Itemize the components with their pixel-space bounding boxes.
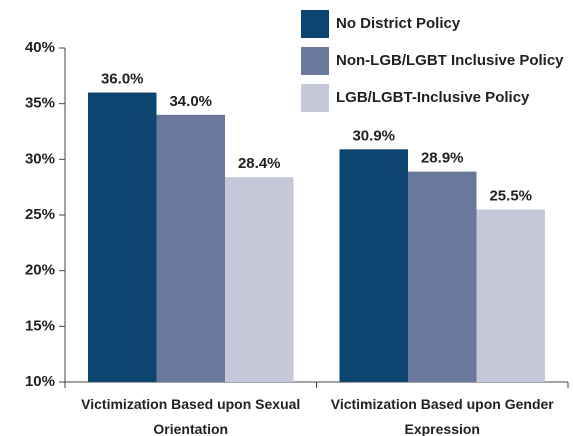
data-label: 30.9%	[352, 127, 395, 144]
x-tick-label: Victimization Based upon Sexual Orientat…	[81, 396, 301, 436]
data-label: 25.5%	[489, 187, 532, 204]
data-label: 34.0%	[169, 93, 212, 110]
y-tick-label: 30%	[25, 150, 55, 167]
legend-label: No District Policy	[336, 15, 461, 32]
bar	[476, 209, 545, 382]
bar	[88, 92, 157, 383]
data-label: 28.9%	[421, 150, 464, 167]
legend-swatch	[301, 10, 329, 38]
y-tick-label: 40%	[25, 39, 55, 56]
bar	[225, 177, 294, 382]
bar	[156, 114, 225, 383]
data-label: 36.0%	[101, 71, 144, 88]
y-tick-label: 10%	[25, 373, 55, 390]
bar	[408, 171, 477, 382]
legend-label: Non-LGB/LGBT Inclusive Policy	[336, 52, 564, 69]
y-tick-label: 15%	[25, 317, 55, 334]
data-label: 28.4%	[238, 155, 281, 172]
legend-swatch	[301, 84, 329, 112]
y-tick-label: 35%	[25, 95, 55, 112]
x-tick-label: Victimization Based upon Gender Expressi…	[330, 396, 554, 436]
y-tick-label: 25%	[25, 206, 55, 223]
bar	[339, 149, 408, 382]
legend-label: LGB/LGBT-Inclusive Policy	[336, 89, 530, 106]
legend-swatch	[301, 47, 329, 75]
y-tick-label: 20%	[25, 262, 55, 279]
